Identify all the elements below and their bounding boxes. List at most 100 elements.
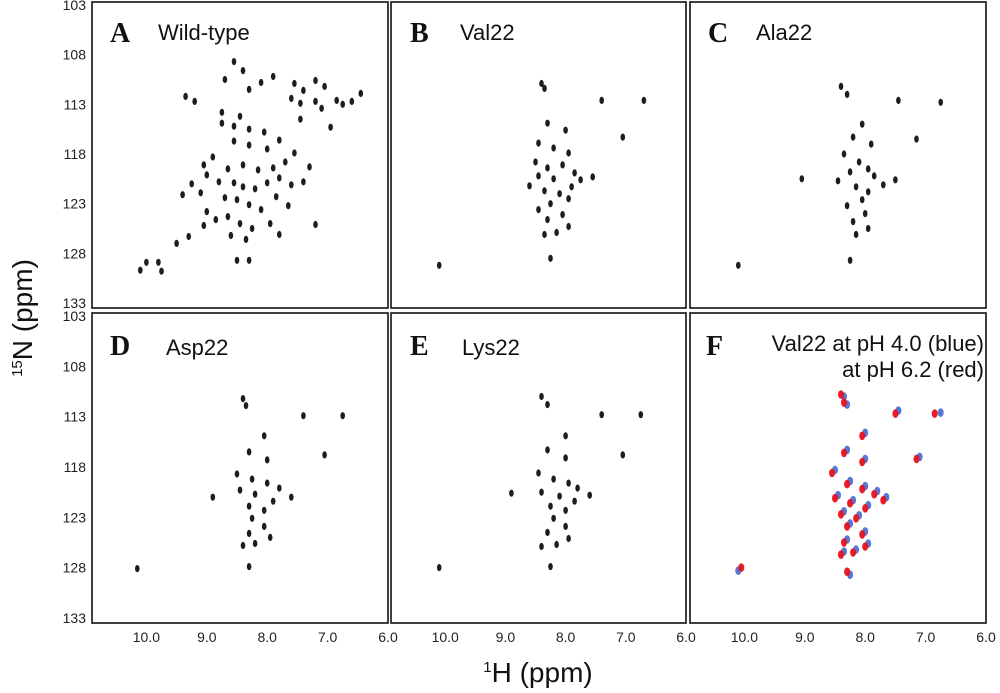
panel-f-peak-blue-3 <box>938 408 944 417</box>
panel-f-peak-red-18 <box>844 522 850 531</box>
panel-a-peak-black-51 <box>180 191 185 198</box>
panel-a-peak-black-31 <box>277 137 282 144</box>
panel-e-peak-black-2 <box>599 411 604 418</box>
panel-b-peak-black-19 <box>542 187 547 194</box>
panel-c-peak-black-6 <box>851 134 856 141</box>
panel-a-peak-black-35 <box>256 166 261 173</box>
panel-c-peak-black-26 <box>736 262 741 269</box>
panel-f-peak-red-16 <box>838 510 844 519</box>
panel-f-peak-red-17 <box>853 514 859 523</box>
y-tick-label-row1-0: 103 <box>63 0 87 13</box>
panel-d-peak-black-7 <box>265 456 270 463</box>
panel-a-peak-black-47 <box>289 181 294 188</box>
panel-e-peak-black-20 <box>545 529 550 536</box>
panel-d-peak-black-3 <box>340 412 345 419</box>
y-tick-label-row2-1: 108 <box>63 358 87 374</box>
panel-d-peak-black-23 <box>241 542 246 549</box>
panel-e-peak-black-21 <box>566 535 571 542</box>
panel-c-peak-black-0 <box>839 83 844 90</box>
x-tick-label-col3-1: 9.0 <box>795 629 815 645</box>
panel-b-peak-black-7 <box>536 140 541 147</box>
panel-a-peak-black-5 <box>220 109 225 116</box>
panel-a-peak-black-62 <box>226 213 231 220</box>
panel-a-peak-black-6 <box>247 86 252 93</box>
panel-f-peak-red-11 <box>871 490 877 499</box>
panel-a-peak-black-16 <box>334 97 339 104</box>
panel-e-peak-black-3 <box>639 411 644 418</box>
panel-a-peak-black-44 <box>253 185 258 192</box>
panel-a-peak-black-32 <box>292 149 297 156</box>
panel-c-peak-black-9 <box>857 158 862 165</box>
panel-f-peak-red-20 <box>841 538 847 547</box>
panel-f-peak-red-2 <box>892 409 898 418</box>
panel-f-peak-red-6 <box>841 449 847 458</box>
panel-d-peak-black-0 <box>241 395 246 402</box>
panel-a-peak-black-34 <box>271 164 276 171</box>
panel-c-peak-black-2 <box>896 97 901 104</box>
panel-b-peak-black-6 <box>563 127 568 134</box>
panel-a-peak-black-69 <box>186 233 191 240</box>
panel-f-label-line1: Val22 at pH 4.0 (blue) <box>772 331 984 356</box>
x-tick-label-col1-3: 7.0 <box>318 629 338 645</box>
panel-d-peak-black-4 <box>322 451 327 458</box>
panel-a-peak-black-58 <box>286 202 291 209</box>
panel-d-peak-black-2 <box>301 412 306 419</box>
panel-a-peak-black-65 <box>268 220 273 227</box>
panel-c-peak-black-17 <box>893 176 898 183</box>
panel-b-peak-black-18 <box>527 182 532 189</box>
panel-f-peaks <box>735 390 943 579</box>
panel-d-peak-black-25 <box>211 494 216 501</box>
panel-c-peak-black-20 <box>863 210 868 217</box>
panel-e-frame <box>391 313 686 623</box>
panel-a-peak-black-60 <box>214 216 219 223</box>
panel-b-peak-black-5 <box>545 120 550 127</box>
panel-f-label-line2: at pH 6.2 (red) <box>842 357 984 382</box>
panel-c-peak-black-14 <box>854 183 859 190</box>
panel-a-peak-black-12 <box>322 83 327 90</box>
panel-f-peak-red-3 <box>932 409 938 418</box>
panel-c-peak-black-16 <box>881 181 886 188</box>
panel-b-letter: B <box>410 18 429 49</box>
panel-a-peak-black-24 <box>220 120 225 127</box>
panel-d-letter: D <box>110 331 130 362</box>
x-tick-label-col1-2: 8.0 <box>257 629 277 645</box>
panel-d-peak-black-14 <box>271 498 276 505</box>
panel-f-peak-red-24 <box>844 567 850 576</box>
panel-f-peak-red-1 <box>841 398 847 407</box>
panel-a-peak-black-20 <box>319 105 324 112</box>
panel-a-peak-black-13 <box>289 95 294 102</box>
panel-b-peak-black-25 <box>545 216 550 223</box>
panel-a-peak-black-1 <box>241 67 246 74</box>
panel-a-peak-black-52 <box>198 189 203 196</box>
panel-a-peak-black-11 <box>313 77 318 84</box>
panel-d-peak-black-13 <box>253 491 258 498</box>
panel-b-peaks <box>437 80 646 269</box>
panel-a-peak-black-36 <box>241 161 246 168</box>
panel-a-peak-black-48 <box>301 178 306 185</box>
y-tick-label-row1-2: 113 <box>64 96 87 112</box>
panel-a-peak-black-49 <box>307 163 312 170</box>
panel-c-letter: C <box>708 18 728 49</box>
panel-b-peak-black-23 <box>536 206 541 213</box>
panel-a-peak-black-45 <box>265 179 270 186</box>
x-axis-title: 1H (ppm) <box>483 657 592 688</box>
panel-a-peaks <box>138 58 363 275</box>
panel-d-peak-black-19 <box>262 523 267 530</box>
y-tick-label-row1-1: 108 <box>63 47 87 63</box>
panel-d-peak-black-11 <box>277 485 282 492</box>
panel-e-peak-black-17 <box>563 507 568 514</box>
panel-a-peak-black-63 <box>238 220 243 227</box>
panel-b-peak-black-29 <box>590 173 595 180</box>
panel-f-peak-red-7 <box>859 458 865 467</box>
panel-e-peak-black-16 <box>548 503 553 510</box>
panel-e-peak-black-25 <box>509 490 514 497</box>
panel-a-peak-black-73 <box>144 259 149 266</box>
panel-e-peak-black-23 <box>539 543 544 550</box>
panel-b-peak-black-21 <box>566 195 571 202</box>
panel-b-peak-black-28 <box>542 231 547 238</box>
panel-c-label: Ala22 <box>756 20 812 45</box>
y-axis-title-main: N (ppm) <box>7 259 38 360</box>
panel-a-peak-black-30 <box>265 145 270 152</box>
panel-e-peak-black-19 <box>563 523 568 530</box>
panel-a-peak-black-0 <box>232 58 237 65</box>
